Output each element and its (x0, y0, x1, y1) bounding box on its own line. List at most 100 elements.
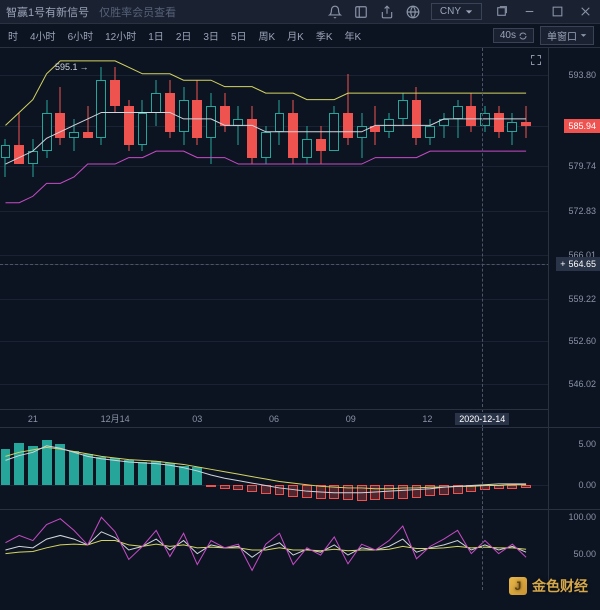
crosshair-vertical (482, 510, 483, 590)
timeframe-12小时[interactable]: 12小时 (103, 26, 138, 45)
date-label: 12 (422, 414, 432, 424)
timeframe-年K[interactable]: 年K (343, 26, 364, 45)
price-label: 546.02 (568, 379, 596, 389)
price-label: 579.74 (568, 161, 596, 171)
macd-bar (55, 444, 65, 485)
macd-axis-label: 0.00 (578, 480, 596, 490)
macd-bar (398, 485, 408, 498)
window-mode-label: 单窗口 (547, 28, 577, 43)
macd-bar (14, 443, 24, 486)
timeframe-bar: 时 4小时 6小时 12小时 1日 2日 3日 5日周K 月K 季K 年K 40s 单窗口 (0, 24, 600, 48)
signal-subtitle: 仅胜率会员查看 (99, 4, 176, 20)
macd-bar (261, 485, 271, 493)
crosshair-vertical (482, 48, 483, 427)
macd-bar (192, 467, 202, 485)
maximize-icon[interactable] (548, 3, 566, 21)
macd-bar (316, 485, 326, 498)
popout-icon[interactable] (492, 3, 510, 21)
macd-bar (357, 485, 367, 501)
chevron-down-icon (580, 32, 587, 39)
share-icon[interactable] (379, 4, 395, 20)
macd-bar (124, 460, 134, 485)
macd-bar (206, 485, 216, 487)
timeframe-4小时[interactable]: 4小时 (28, 26, 58, 45)
macd-bar (69, 451, 79, 485)
current-price-tag: 585.94 (564, 119, 600, 133)
macd-bar (425, 485, 435, 496)
date-label: 06 (269, 414, 279, 424)
macd-bar (179, 466, 189, 486)
macd-bar (1, 449, 11, 486)
macd-bar (507, 485, 517, 488)
timeframe-季K[interactable]: 季K (314, 26, 335, 45)
macd-bar (220, 485, 230, 488)
interval-selector[interactable]: 40s (493, 28, 534, 43)
bell-icon[interactable] (327, 4, 343, 20)
macd-bar (83, 454, 93, 485)
signal-title: 智赢1号有新信号 (6, 4, 89, 20)
macd-bar (247, 485, 257, 492)
macd-chart[interactable]: 5.00 0.00 (0, 428, 600, 510)
price-label: 593.80 (568, 70, 596, 80)
macd-bar (233, 485, 243, 490)
price-axis: 593.80585.94579.74572.83566.01564.65559.… (548, 48, 600, 427)
window-mode-selector[interactable]: 单窗口 (540, 26, 594, 45)
macd-bar (494, 485, 504, 489)
top-bar: 智赢1号有新信号 仅胜率会员查看 CNY (0, 0, 600, 24)
timeframe-5日[interactable]: 5日 (229, 26, 249, 45)
fullscreen-icon[interactable] (530, 54, 542, 66)
date-label: 2020-12-14 (455, 413, 509, 425)
timeframe-3日[interactable]: 3日 (201, 26, 221, 45)
crosshair-horizontal (0, 264, 600, 265)
date-label: 03 (192, 414, 202, 424)
price-label: 559.22 (568, 294, 596, 304)
panel-icon[interactable] (353, 4, 369, 20)
date-label: 21 (28, 414, 38, 424)
watermark: J 金色财经 (509, 576, 588, 596)
globe-icon[interactable] (405, 4, 421, 20)
price-label: 552.60 (568, 336, 596, 346)
macd-bar (412, 485, 422, 497)
macd-bar (343, 485, 353, 500)
kdj-axis-label: 50.00 (573, 549, 596, 559)
date-label: 12月14 (101, 412, 130, 425)
macd-bar (28, 446, 38, 485)
macd-bar (151, 461, 161, 486)
currency-selector[interactable]: CNY (431, 3, 482, 20)
kdj-axis-label: 100.00 (568, 512, 596, 522)
date-label: 09 (346, 414, 356, 424)
macd-bar (521, 485, 531, 487)
macd-bar (165, 463, 175, 485)
macd-bar (138, 462, 148, 485)
macd-bar (370, 485, 380, 500)
crosshair-price-tag: +564.65 (556, 257, 600, 271)
timeframe-1日[interactable]: 1日 (146, 26, 166, 45)
timeframe-月K[interactable]: 月K (285, 26, 306, 45)
timeframe-2日[interactable]: 2日 (174, 26, 194, 45)
macd-bar (275, 485, 285, 495)
macd-bar (384, 485, 394, 499)
close-icon[interactable] (576, 3, 594, 21)
currency-label: CNY (440, 6, 461, 17)
macd-axis-label: 5.00 (578, 439, 596, 449)
macd-bar (96, 457, 106, 486)
minimize-icon[interactable] (520, 3, 538, 21)
macd-bar (288, 485, 298, 496)
price-label: 572.83 (568, 206, 596, 216)
timeframe-6小时[interactable]: 6小时 (66, 26, 96, 45)
macd-bar (302, 485, 312, 497)
price-chart[interactable]: 595.1 → 593.80585.94579.74572.83566.0156… (0, 48, 600, 428)
watermark-text: 金色财经 (532, 576, 588, 596)
crosshair-vertical (482, 428, 483, 509)
macd-bar (110, 458, 120, 485)
macd-bar (42, 440, 52, 485)
macd-bar (329, 485, 339, 499)
high-annotation: 595.1 → (55, 62, 89, 72)
interval-label: 40s (500, 30, 516, 41)
macd-axis: 5.00 0.00 (548, 428, 600, 509)
timeframe-周K[interactable]: 周K (257, 26, 278, 45)
date-axis: 21 12月14 03 06 09 12 2020-12-14 (0, 409, 548, 427)
timeframe-时[interactable]: 时 (6, 26, 20, 45)
refresh-icon (519, 32, 527, 40)
watermark-logo-icon: J (509, 577, 527, 595)
